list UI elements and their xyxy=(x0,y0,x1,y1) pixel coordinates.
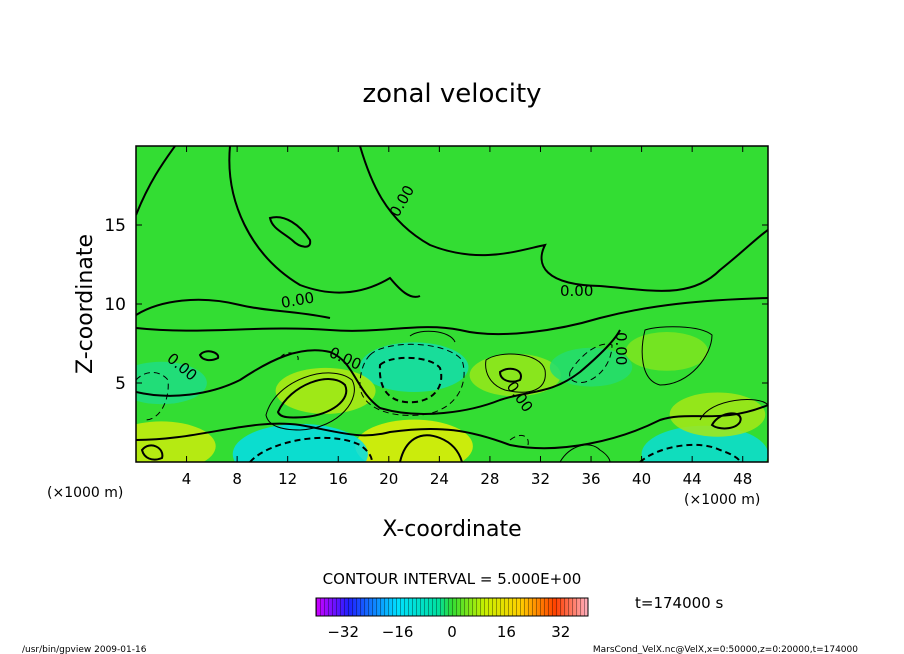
colorbar-tick-label: 16 xyxy=(497,623,516,641)
time-label: t=174000 s xyxy=(635,594,723,612)
x-tick-label: 20 xyxy=(379,470,398,488)
y-tick-label: 15 xyxy=(104,216,126,236)
y-axis-label: Z-coordinate xyxy=(73,234,98,374)
x-tick-label: 12 xyxy=(278,470,297,488)
field-feature xyxy=(469,353,561,397)
y-axis: 5 10 15 xyxy=(104,216,768,394)
field-feature xyxy=(669,392,766,437)
colorbar-tick-label: 32 xyxy=(551,623,570,641)
x-tick-label: 48 xyxy=(733,470,752,488)
colorbar-tick-label: 0 xyxy=(447,623,457,641)
x-tick-label: 4 xyxy=(182,470,192,488)
x-tick-label: 40 xyxy=(632,470,651,488)
y-tick-label: 5 xyxy=(115,374,126,394)
x-unit-right: (×1000 m) xyxy=(684,492,760,508)
field-feature xyxy=(232,423,368,462)
field-feature xyxy=(136,421,216,462)
field-feature xyxy=(359,342,469,393)
footer-right: MarsCond_VelX.nc@VelX,x=0:50000,z=0:2000… xyxy=(593,645,858,654)
contour-interval-text: CONTOUR INTERVAL = 5.000E+00 xyxy=(323,570,582,588)
contour-label: 0.00 xyxy=(560,282,593,300)
x-tick-label: 28 xyxy=(480,470,499,488)
field-feature xyxy=(355,419,473,462)
contour-lines xyxy=(136,146,768,462)
chart-title: zonal velocity xyxy=(362,79,541,109)
x-tick-label: 32 xyxy=(531,470,550,488)
x-tick-label: 24 xyxy=(430,470,449,488)
colorbar: −32 −16 0 16 32 xyxy=(315,597,589,641)
field-feature xyxy=(136,361,207,405)
y-tick-label: 10 xyxy=(104,295,126,315)
plot-area: 0.00 0.00 0.00 0.00 0.00 0.00 0.00 xyxy=(135,145,769,463)
footer-left: /usr/bin/gpview 2009-01-16 xyxy=(22,645,147,654)
contour-label: 0.00 xyxy=(280,288,316,312)
x-tick-label: 8 xyxy=(232,470,242,488)
field-feature xyxy=(549,347,633,387)
colorbar-tick-label: −16 xyxy=(382,623,414,641)
colorbar-tick-label: −32 xyxy=(327,623,359,641)
x-unit-left: (×1000 m) xyxy=(47,485,123,501)
x-tick-label: 36 xyxy=(581,470,600,488)
x-tick-label: 16 xyxy=(329,470,348,488)
field-feature xyxy=(625,332,709,371)
contour-label: 0.00 xyxy=(612,332,630,365)
x-axis-label: X-coordinate xyxy=(382,517,521,542)
x-tick-label: 44 xyxy=(683,470,702,488)
x-axis: 4 8 12 16 20 24 28 32 36 40 44 48 xyxy=(182,146,752,488)
